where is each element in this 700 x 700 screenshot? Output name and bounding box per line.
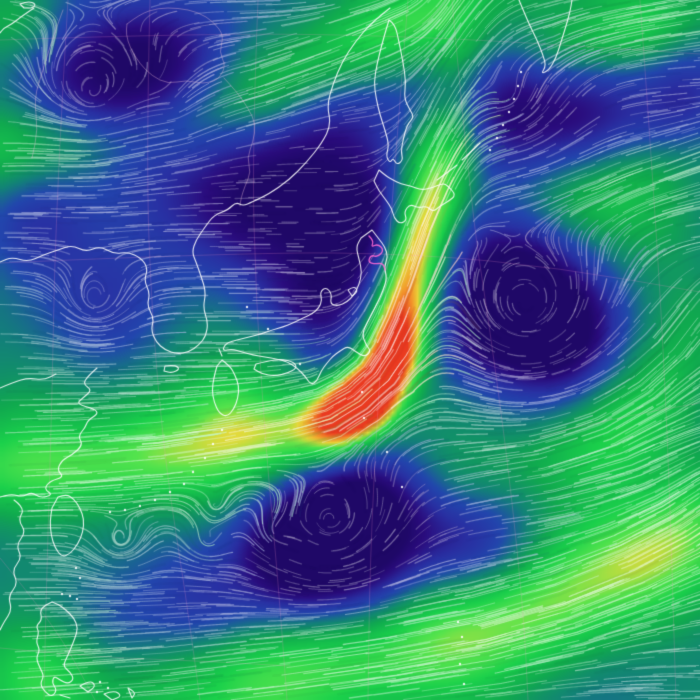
wind-map-view: [0, 0, 700, 700]
wind-map-canvas[interactable]: [0, 0, 700, 700]
